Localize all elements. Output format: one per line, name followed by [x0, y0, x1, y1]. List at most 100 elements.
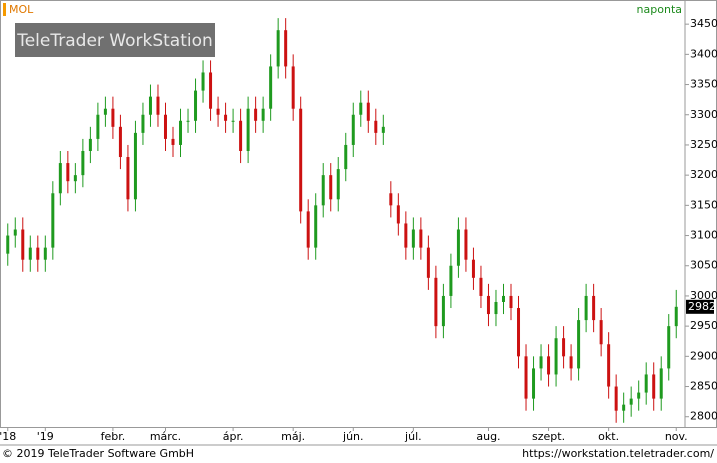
candle-body	[471, 259, 475, 278]
x-tick-label: márc.	[150, 430, 181, 443]
candle-body	[88, 138, 92, 151]
candle-body	[374, 120, 378, 133]
y-tick-label: 3200	[690, 168, 717, 181]
x-tick-label: '19	[37, 430, 54, 443]
candle-body	[532, 368, 536, 399]
y-tick-label: 3050	[690, 259, 717, 272]
candle-body	[614, 386, 618, 411]
candle-body	[96, 114, 100, 139]
candle-body	[426, 247, 430, 278]
candle-body	[126, 157, 130, 200]
y-tick-label: 2850	[690, 380, 717, 393]
y-tick-label: 3150	[690, 198, 717, 211]
candle-body	[299, 108, 303, 212]
candle-body	[434, 277, 438, 327]
y-tick-label: 2900	[690, 349, 717, 362]
candle-body	[13, 229, 17, 236]
candle-body	[314, 205, 318, 248]
candle-body	[201, 72, 205, 91]
candle-body	[216, 108, 220, 115]
candle-body	[336, 169, 340, 200]
candle-body	[584, 295, 588, 321]
y-tick-label: 3400	[690, 47, 717, 60]
candle-body	[366, 102, 370, 121]
last-price-box	[686, 299, 714, 314]
candle-body	[329, 175, 333, 200]
candle-body	[404, 223, 408, 248]
candle-body	[51, 193, 55, 248]
candle-body	[81, 150, 85, 176]
candle-body	[599, 320, 603, 345]
y-tick-label: 3100	[690, 229, 717, 242]
candle-body	[321, 175, 325, 206]
candle-body	[494, 301, 498, 315]
x-tick-label: máj.	[281, 430, 305, 443]
footer-left: © 2019 TeleTrader Software GmbH	[2, 447, 194, 460]
chart-title: MOL	[9, 3, 34, 16]
chart-subtitle: naponta	[637, 3, 682, 16]
series-marker	[3, 3, 6, 16]
candle-body	[141, 114, 145, 133]
y-tick-label: 3350	[690, 78, 717, 91]
candle-body	[179, 120, 183, 145]
candle-body	[254, 108, 258, 121]
candle-body	[148, 96, 152, 115]
x-tick-label: nov.	[665, 430, 688, 443]
candle-body	[637, 392, 641, 399]
watermark: TeleTrader WorkStation	[16, 31, 213, 51]
candle-body	[103, 108, 107, 115]
candle-body	[269, 66, 273, 109]
candle-body	[111, 108, 115, 127]
candle-body	[239, 120, 243, 151]
candle-body	[66, 163, 70, 182]
candle-body	[186, 120, 190, 122]
candle-body	[351, 114, 355, 145]
candle-body	[441, 295, 445, 327]
candle-body	[592, 295, 596, 321]
y-tick-label: 3450	[690, 17, 717, 30]
candle-body	[547, 356, 551, 375]
candle-body	[381, 126, 385, 133]
candle-body	[419, 229, 423, 248]
candle-body	[622, 404, 626, 411]
candle-body	[284, 30, 288, 67]
candle-body	[209, 72, 213, 109]
candle-body	[667, 326, 671, 369]
candle-body	[291, 66, 295, 109]
candle-body	[644, 374, 648, 393]
candle-body	[194, 90, 198, 121]
candle-body	[118, 126, 122, 158]
candle-body	[524, 356, 528, 399]
y-tick-label: 3000	[690, 289, 717, 302]
y-tick-label: 2950	[690, 319, 717, 332]
x-tick-label: febr.	[101, 430, 126, 443]
candle-body	[276, 30, 280, 67]
plot-frame	[0, 0, 717, 428]
candle-body	[509, 295, 513, 309]
candle-body	[246, 108, 250, 151]
candle-body	[73, 175, 77, 182]
x-tick-label: ápr.	[223, 430, 244, 443]
candle-body	[674, 306, 678, 327]
candle-body	[456, 229, 460, 266]
candle-body	[652, 374, 656, 399]
x-tick-label: jún.	[342, 430, 364, 443]
candle-body	[629, 398, 633, 405]
x-tick-label: aug.	[476, 430, 500, 443]
x-tick-label: júl.	[404, 430, 422, 443]
candle-body	[58, 163, 62, 194]
candle-body	[569, 356, 573, 369]
x-tick-label: okt.	[598, 430, 619, 443]
candle-body	[539, 356, 543, 369]
candle-body	[396, 205, 400, 224]
candle-body	[562, 338, 566, 357]
candle-body	[486, 295, 490, 315]
candle-body	[344, 144, 348, 170]
candle-body	[261, 108, 265, 121]
candle-body	[554, 338, 558, 375]
candle-body	[224, 114, 228, 121]
last-price-label: 2982	[688, 300, 716, 313]
candle-body	[171, 138, 175, 145]
candle-body	[464, 229, 468, 260]
